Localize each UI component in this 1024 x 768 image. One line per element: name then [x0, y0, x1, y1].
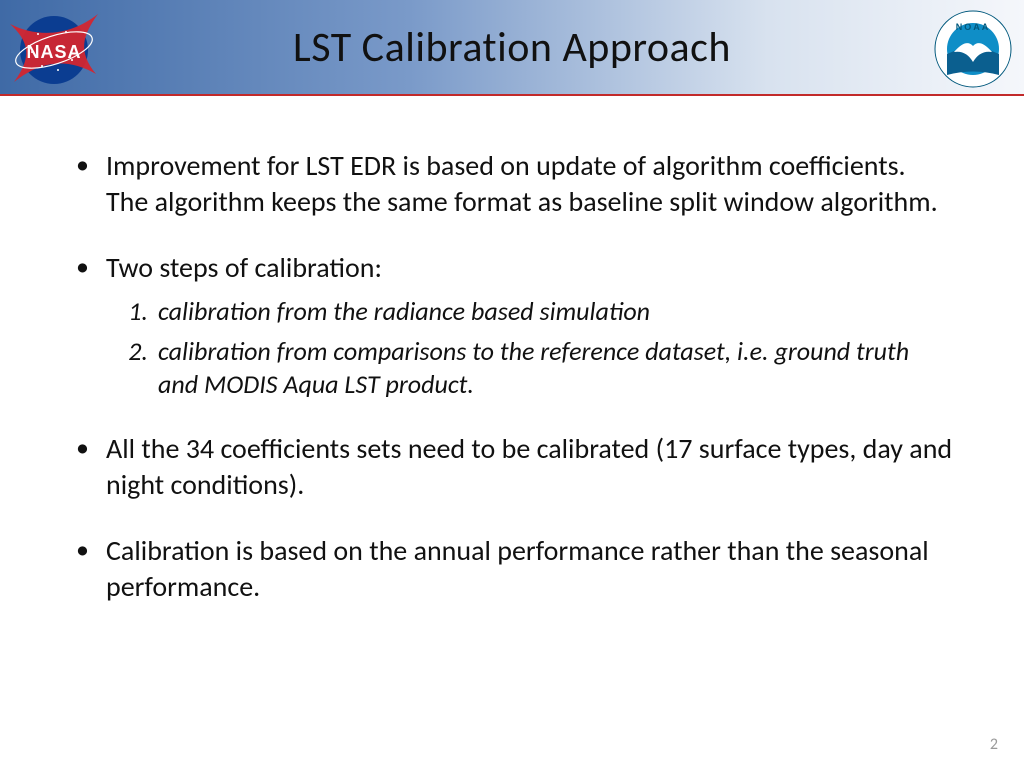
sub-text: calibration from the radiance based simu…: [158, 295, 650, 327]
bullet-list: Improvement for LST EDR is based on upda…: [70, 148, 954, 605]
bullet-item: Improvement for LST EDR is based on upda…: [70, 148, 954, 220]
slide-title: LST Calibration Approach: [0, 22, 1024, 73]
sub-item: calibration from comparisons to the refe…: [114, 335, 954, 402]
bullet-item: Two steps of calibration: calibration fr…: [70, 250, 954, 402]
bullet-text: Two steps of calibration:: [106, 250, 382, 285]
bullet-text: All the 34 coefficients sets need to be …: [106, 431, 952, 502]
bullet-text: Improvement for LST EDR is based on upda…: [106, 148, 938, 219]
page-number: 2: [990, 735, 998, 754]
bullet-item: All the 34 coefficients sets need to be …: [70, 431, 954, 503]
sub-list: calibration from the radiance based simu…: [114, 295, 954, 401]
slide: NASA LST Calibration Approach NOAA Impro…: [0, 0, 1024, 768]
noaa-logo: NOAA: [934, 10, 1012, 93]
slide-body: Improvement for LST EDR is based on upda…: [0, 96, 1024, 605]
slide-header: NASA LST Calibration Approach NOAA: [0, 0, 1024, 96]
bullet-text: Calibration is based on the annual perfo…: [106, 533, 929, 604]
bullet-item: Calibration is based on the annual perfo…: [70, 533, 954, 605]
noaa-wordmark: NOAA: [956, 22, 991, 32]
sub-text: calibration from comparisons to the refe…: [158, 335, 909, 400]
sub-item: calibration from the radiance based simu…: [114, 295, 954, 328]
